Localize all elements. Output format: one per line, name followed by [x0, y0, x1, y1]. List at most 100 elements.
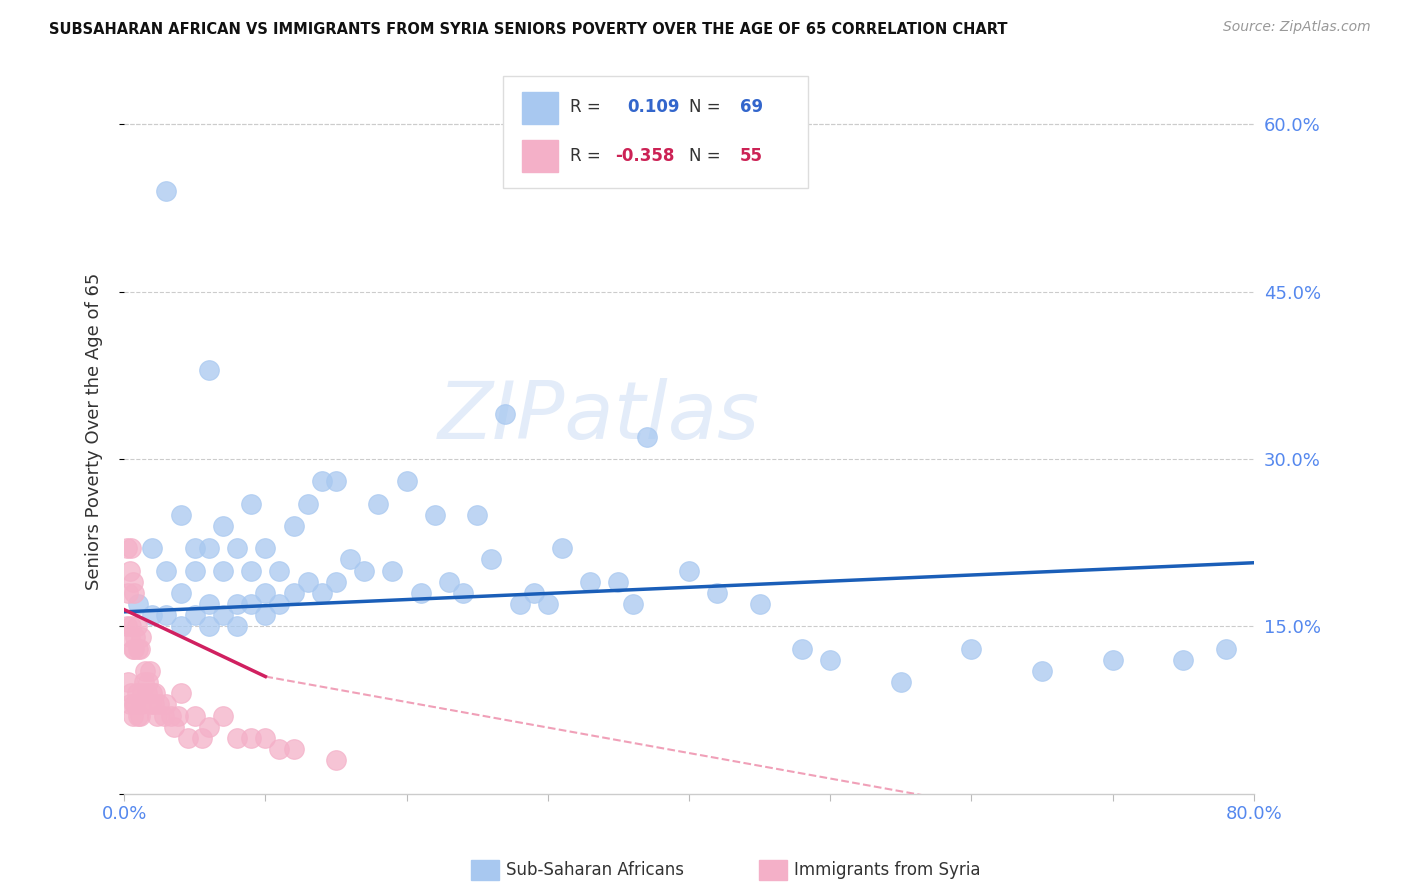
Point: [121, 574, 143, 589]
Point: [134, 664, 156, 678]
Point: [169, 619, 191, 633]
Text: 69: 69: [740, 98, 763, 116]
Point: [184, 708, 207, 723]
Point: [118, 698, 141, 712]
Point: [139, 698, 162, 712]
Point: [152, 708, 174, 723]
Point: [120, 686, 142, 700]
Point: [395, 475, 418, 489]
Point: [1173, 653, 1195, 667]
Point: [155, 608, 177, 623]
Point: [155, 564, 177, 578]
Y-axis label: Seniors Poverty Over the Age of 65: Seniors Poverty Over the Age of 65: [86, 272, 103, 590]
Point: [125, 686, 148, 700]
Point: [269, 564, 291, 578]
Point: [254, 608, 277, 623]
Point: [142, 698, 165, 712]
Point: [148, 698, 170, 712]
Point: [141, 608, 163, 623]
Point: [136, 675, 159, 690]
Point: [283, 519, 305, 533]
Point: [212, 519, 235, 533]
Point: [367, 497, 389, 511]
Point: [494, 408, 516, 422]
Text: R =: R =: [571, 146, 602, 164]
Point: [579, 574, 602, 589]
Point: [283, 586, 305, 600]
Point: [678, 564, 700, 578]
Point: [523, 586, 546, 600]
Point: [169, 586, 191, 600]
Bar: [522, 93, 558, 124]
Point: [790, 641, 813, 656]
Point: [240, 564, 263, 578]
Point: [122, 698, 145, 712]
Bar: [522, 140, 558, 172]
Point: [451, 586, 474, 600]
Point: [124, 698, 146, 712]
Point: [479, 552, 502, 566]
Point: [409, 586, 432, 600]
Point: [128, 708, 150, 723]
Point: [120, 541, 142, 556]
Point: [212, 564, 235, 578]
Point: [184, 608, 207, 623]
Point: [118, 631, 141, 645]
Point: [198, 720, 221, 734]
Point: [166, 708, 188, 723]
Point: [143, 686, 166, 700]
Point: [212, 708, 235, 723]
Point: [240, 597, 263, 611]
Point: [226, 597, 249, 611]
Point: [127, 641, 149, 656]
Point: [115, 541, 138, 556]
Point: [226, 731, 249, 745]
Point: [325, 574, 347, 589]
Point: [636, 430, 658, 444]
Point: [129, 631, 152, 645]
Point: [269, 597, 291, 611]
Point: [297, 497, 319, 511]
Point: [131, 686, 153, 700]
Point: [127, 597, 149, 611]
Point: [125, 619, 148, 633]
Point: [706, 586, 728, 600]
Point: [254, 541, 277, 556]
Text: 0.109: 0.109: [627, 98, 679, 116]
Point: [159, 708, 181, 723]
Point: [465, 508, 488, 522]
Text: Sub-Saharan Africans: Sub-Saharan Africans: [506, 861, 685, 879]
Point: [381, 564, 404, 578]
Point: [198, 541, 221, 556]
Point: [118, 564, 141, 578]
Point: [818, 653, 841, 667]
Point: [240, 731, 263, 745]
Point: [145, 708, 167, 723]
Text: Source: ZipAtlas.com: Source: ZipAtlas.com: [1223, 20, 1371, 34]
Point: [176, 731, 198, 745]
Point: [1031, 664, 1053, 678]
Point: [169, 508, 191, 522]
Point: [254, 586, 277, 600]
Point: [135, 686, 157, 700]
Point: [120, 619, 142, 633]
Point: [283, 742, 305, 756]
Point: [226, 541, 249, 556]
Point: [311, 475, 333, 489]
Point: [117, 586, 139, 600]
Point: [169, 686, 191, 700]
Point: [311, 586, 333, 600]
Point: [960, 641, 983, 656]
Point: [128, 641, 150, 656]
Point: [162, 720, 184, 734]
Point: [297, 574, 319, 589]
Point: [191, 731, 214, 745]
Text: N =: N =: [689, 98, 721, 116]
Point: [254, 731, 277, 745]
FancyBboxPatch shape: [502, 76, 807, 188]
Point: [129, 698, 152, 712]
Text: -0.358: -0.358: [616, 146, 675, 164]
Point: [607, 574, 630, 589]
Point: [122, 586, 145, 600]
Text: 55: 55: [740, 146, 763, 164]
